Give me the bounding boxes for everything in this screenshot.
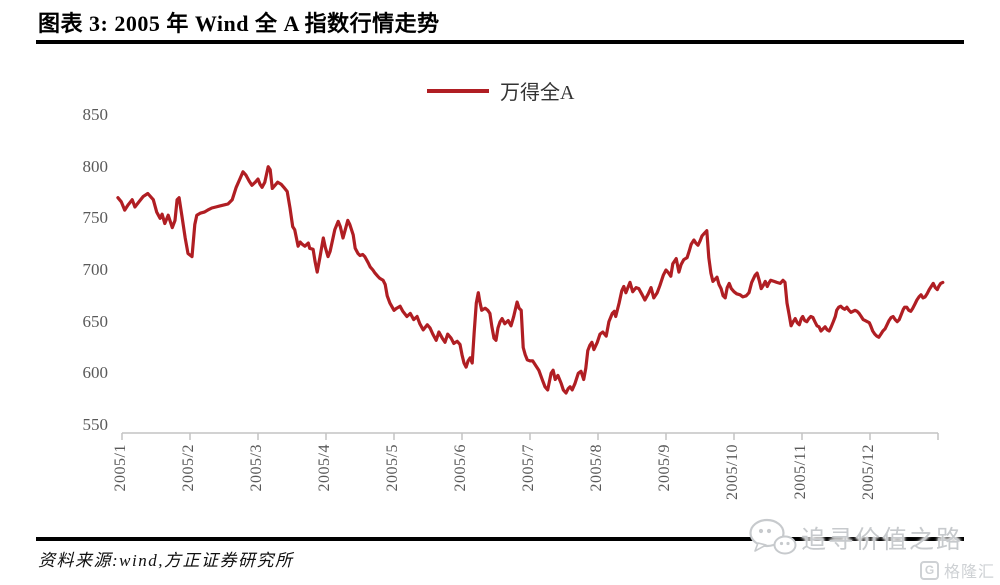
gelonghui-logo-text: 格隆汇 (944, 564, 996, 581)
x-tick-label: 2005/5 (384, 444, 401, 492)
x-tick-label: 2005/8 (588, 444, 605, 492)
x-axis (121, 432, 939, 440)
x-tick-label: 2005/11 (792, 444, 809, 500)
title-divider (36, 40, 964, 44)
y-tick-label: 650 (82, 311, 109, 331)
x-tick-label: 2005/1 (112, 444, 129, 492)
y-tick-label: 700 (82, 260, 109, 279)
x-tick-label: 2005/9 (656, 444, 673, 492)
x-tick-label: 2005/2 (180, 444, 197, 492)
x-tick-label: 2005/7 (520, 444, 537, 492)
gelonghui-logo: G 格隆汇 (920, 558, 995, 582)
x-tick-label: 2005/4 (316, 444, 333, 492)
source-note: 资料来源:wind,方正证券研究所 (38, 551, 294, 570)
figure-title: 图表 3: 2005 年 Wind 全 A 指数行情走势 (38, 11, 440, 36)
x-tick-label: 2005/3 (248, 444, 265, 492)
wechat-icon (749, 518, 797, 555)
x-tick-label: 2005/12 (860, 444, 877, 500)
x-tick-label: 2005/10 (724, 444, 741, 500)
chart-legend: 万得全A (427, 76, 574, 105)
y-tick-label: 800 (82, 156, 109, 176)
watermark-text: 追寻价值之路 (801, 527, 964, 554)
y-tick-label: 600 (82, 363, 109, 383)
y-tick-label: 850 (82, 105, 109, 124)
x-tick-label: 2005/6 (452, 444, 469, 492)
watermark: 追寻价值之路 (748, 518, 963, 558)
footer-divider (36, 537, 964, 541)
series-line (116, 165, 945, 395)
y-tick-label: 550 (82, 415, 109, 434)
legend-series-label: 万得全A (500, 82, 575, 104)
gelonghui-g-icon: G (920, 560, 939, 580)
legend-line-swatch (427, 88, 489, 93)
y-tick-label: 750 (82, 208, 109, 228)
